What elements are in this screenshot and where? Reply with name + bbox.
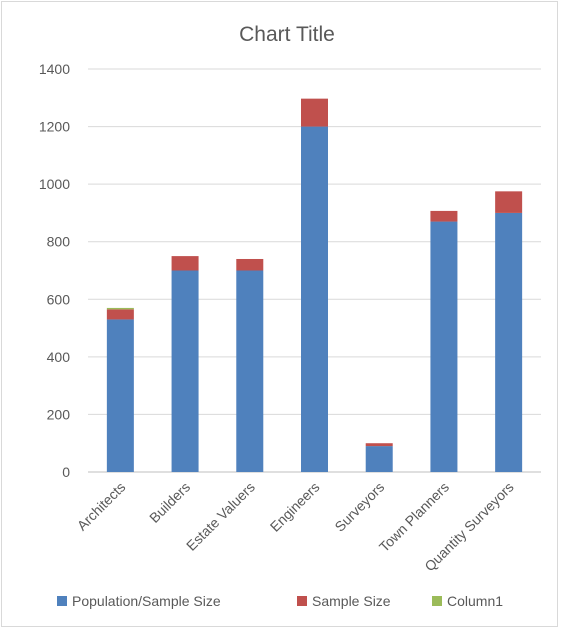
y-axis-ticks: 0 200 400 600 800 1000 1200 1400	[39, 61, 70, 480]
bars	[106, 98, 523, 473]
y-tick-label: 1400	[39, 61, 70, 77]
bar-architects-series-1	[106, 309, 134, 320]
bar-builders-series-0	[171, 270, 199, 472]
x-tick-label: Architects	[74, 479, 129, 534]
legend-label: Population/Sample Size	[72, 593, 221, 609]
y-tick-label: 1000	[39, 176, 70, 192]
bar-estate-valuers-series-1	[236, 258, 264, 271]
bar-engineers-series-0	[301, 126, 328, 473]
bar-engineers-series-1	[301, 98, 328, 127]
x-tick-label: Estate Valuers	[183, 479, 258, 554]
legend-swatch	[57, 596, 67, 606]
legend-swatch	[432, 596, 442, 606]
legend: Population/Sample Size Sample Size Column1	[57, 593, 503, 609]
y-tick-label: 600	[47, 291, 71, 307]
legend-swatch	[297, 596, 307, 606]
y-tick-label: 200	[47, 406, 71, 422]
legend-label: Sample Size	[312, 593, 391, 609]
bar-builders-series-1	[171, 256, 199, 271]
y-tick-label: 800	[47, 234, 71, 250]
bar-surveyors-series-1	[365, 443, 393, 447]
bar-estate-valuers-series-0	[236, 270, 264, 472]
bar-architects-series-2	[106, 307, 134, 310]
y-tick-label: 1200	[39, 119, 70, 135]
bar-surveyors-series-0	[365, 446, 393, 472]
x-tick-label: Surveyors	[331, 479, 387, 535]
chart-title: Chart Title	[239, 23, 335, 46]
x-tick-label: Builders	[146, 479, 193, 526]
bar-quantity-surveyors-series-0	[495, 212, 523, 472]
bar-architects-series-0	[106, 319, 134, 472]
bar-town-planners-series-0	[430, 221, 458, 472]
y-tick-label: 400	[47, 349, 71, 365]
legend-label: Column1	[447, 593, 503, 609]
x-tick-label: Engineers	[267, 479, 323, 535]
y-tick-label: 0	[62, 464, 70, 480]
bar-quantity-surveyors-series-1	[495, 191, 523, 213]
bar-town-planners-series-1	[430, 210, 458, 222]
